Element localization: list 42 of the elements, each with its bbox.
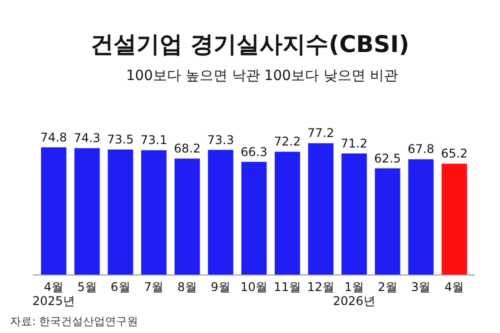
data-label: 66.3	[240, 144, 268, 159]
data-label: 62.5	[374, 151, 401, 166]
x-tick-label: 3월	[411, 280, 431, 294]
chart-title: 건설기업 경기실사지수(CBSI)	[90, 32, 410, 58]
x-tick-label: 6월	[110, 280, 130, 294]
bar	[141, 150, 167, 275]
bar	[308, 143, 334, 275]
data-label: 65.2	[440, 146, 468, 161]
data-label: 73.1	[140, 133, 168, 148]
x-tick-label: 10월	[240, 280, 268, 294]
x-tick-label: 11월	[274, 280, 302, 294]
x-tick-label: 7월	[144, 280, 164, 294]
x-tick-label: 9월	[210, 280, 230, 294]
bar	[274, 152, 300, 275]
bar	[442, 164, 467, 275]
x-tick-label: 2월	[378, 280, 398, 294]
data-label: 73.5	[107, 132, 134, 147]
data-label: 74.3	[74, 131, 100, 146]
bar	[341, 153, 367, 275]
data-label: 71.2	[340, 136, 368, 150]
data-label: 74.8	[40, 130, 68, 144]
bar	[74, 148, 100, 275]
x-tick-label: 4월	[444, 280, 464, 294]
bar	[174, 158, 200, 275]
bar	[408, 159, 434, 275]
data-label: 67.8	[408, 142, 434, 156]
data-label: 68.2	[174, 142, 201, 156]
data-label: 72.2	[274, 134, 301, 149]
bar	[208, 150, 234, 275]
x-tick-label: 5월	[77, 280, 97, 294]
x-tick-label: 12월	[307, 280, 334, 294]
bar	[108, 150, 134, 275]
bar	[241, 162, 267, 275]
bar	[41, 147, 66, 275]
data-label: 73.3	[207, 132, 234, 147]
x-tick-label: 1월 2026년	[332, 280, 376, 308]
chart-subtitle: 100보다 높으면 낙관 100보다 낮으면 비관	[126, 68, 398, 84]
bar	[374, 168, 400, 275]
x-tick-label: 4월 2025년	[32, 280, 75, 308]
x-tick-label: 8월	[177, 280, 198, 294]
text: 자료: 한국건설산업연구원	[10, 315, 138, 328]
data-label: 77.2	[307, 126, 334, 140]
